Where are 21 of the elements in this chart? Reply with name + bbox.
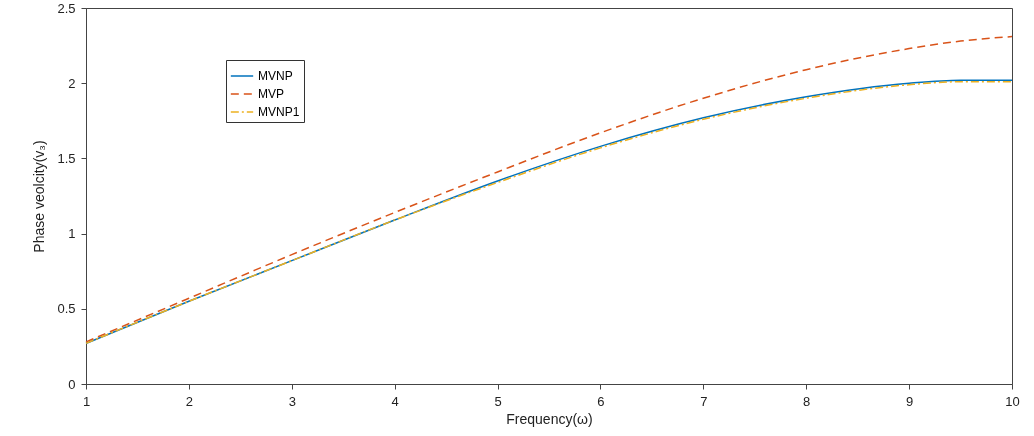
x-axis-title: Frequency(ω) [506,410,593,427]
x-tick-label: 4 [391,393,399,409]
y-tick-label: 1 [68,226,76,242]
legend-label: MVP [258,87,285,101]
x-tick-label: 5 [494,393,502,409]
legend-label: MVNP1 [258,105,300,119]
y-tick-label: 0.5 [57,301,76,317]
y-axis-title: Phase veolcity(v₃) [31,140,48,253]
x-tick-label: 1 [82,393,91,409]
x-tick-label: 9 [905,393,914,409]
x-tick-label: 2 [185,393,194,409]
legend-label: MVNP [258,69,293,83]
y-tick-label: 2.5 [57,0,76,16]
x-tick-label: 3 [288,393,296,409]
x-tick-label: 8 [803,393,811,409]
y-tick-label: 0 [68,376,76,392]
x-tick-label: 7 [700,393,708,409]
y-tick-label: 2 [68,75,76,91]
x-tick-label: 6 [597,393,605,409]
y-tick-label: 1.5 [57,150,76,166]
x-tick-label: 10 [1005,393,1020,409]
